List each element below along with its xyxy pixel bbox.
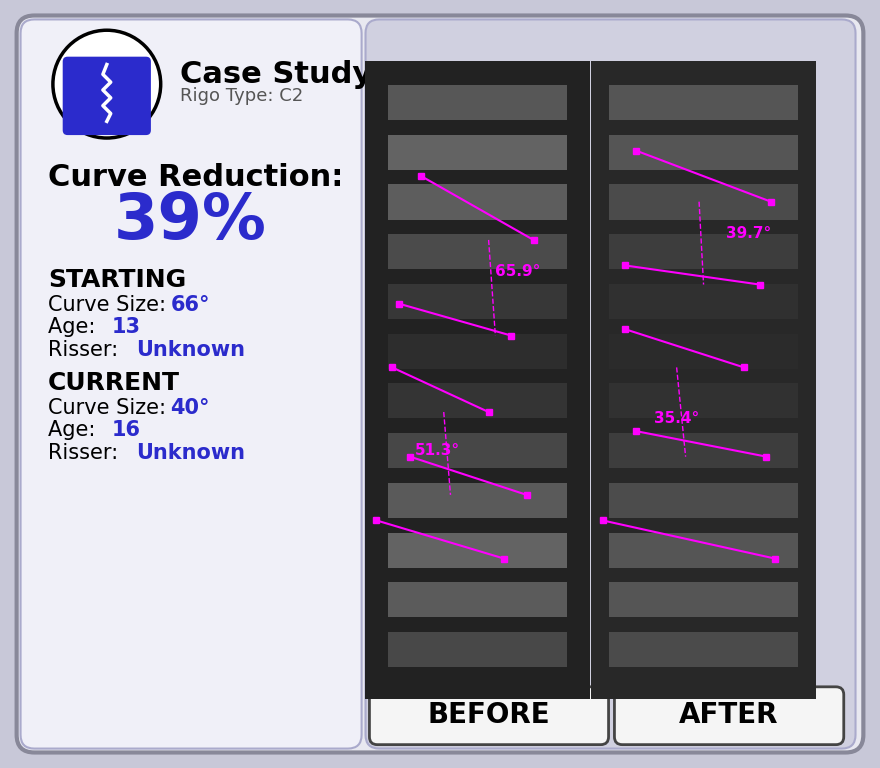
Text: 51.3°: 51.3° [414, 443, 459, 458]
Bar [387, 284, 568, 319]
Text: Rigo Type: C2: Rigo Type: C2 [180, 87, 304, 105]
Bar [609, 85, 798, 120]
Text: 16: 16 [112, 420, 141, 440]
Bar [609, 284, 798, 319]
Circle shape [70, 62, 114, 106]
FancyBboxPatch shape [62, 57, 150, 135]
Bar [609, 333, 798, 369]
Bar [609, 632, 798, 667]
Text: Age:: Age: [48, 420, 102, 440]
Text: Unknown: Unknown [136, 339, 246, 359]
Bar [387, 632, 568, 667]
Bar [609, 483, 798, 518]
FancyBboxPatch shape [614, 687, 844, 745]
Text: CURRENT: CURRENT [48, 371, 180, 395]
Text: 13: 13 [112, 317, 141, 337]
Bar [609, 433, 798, 468]
Text: Age:: Age: [48, 317, 102, 337]
Bar [387, 582, 568, 617]
Text: 39%: 39% [114, 190, 267, 253]
Text: STARTING: STARTING [48, 268, 187, 292]
Bar [387, 85, 568, 120]
Bar [609, 184, 798, 220]
Bar [387, 383, 568, 419]
Text: Curve Size:: Curve Size: [48, 398, 172, 418]
FancyBboxPatch shape [365, 19, 855, 749]
Bar [387, 483, 568, 518]
Text: Curve Size:: Curve Size: [48, 295, 172, 315]
FancyBboxPatch shape [20, 19, 362, 749]
FancyBboxPatch shape [17, 15, 863, 753]
Circle shape [97, 62, 140, 106]
Text: Case Study 3: Case Study 3 [180, 60, 404, 89]
Text: 65.9°: 65.9° [495, 264, 540, 280]
Bar [609, 582, 798, 617]
FancyBboxPatch shape [370, 687, 609, 745]
Text: Unknown: Unknown [136, 442, 246, 462]
Bar [609, 134, 798, 170]
Text: 40°: 40° [171, 398, 210, 418]
Bar [387, 433, 568, 468]
Bar [609, 532, 798, 568]
Text: 39.7°: 39.7° [726, 226, 771, 241]
Bar [609, 234, 798, 270]
Bar [387, 234, 568, 270]
Polygon shape [72, 86, 141, 124]
Text: Risser:: Risser: [48, 339, 125, 359]
Bar [609, 383, 798, 419]
Bar [387, 134, 568, 170]
Text: BEFORE: BEFORE [428, 701, 550, 730]
Bar [387, 333, 568, 369]
Text: 35.4°: 35.4° [654, 411, 700, 426]
Circle shape [53, 30, 161, 138]
Text: Risser:: Risser: [48, 442, 125, 462]
Text: 66°: 66° [171, 295, 210, 315]
Bar [387, 532, 568, 568]
Text: Curve Reduction:: Curve Reduction: [48, 163, 343, 192]
Bar [387, 184, 568, 220]
Text: AFTER: AFTER [679, 701, 779, 730]
